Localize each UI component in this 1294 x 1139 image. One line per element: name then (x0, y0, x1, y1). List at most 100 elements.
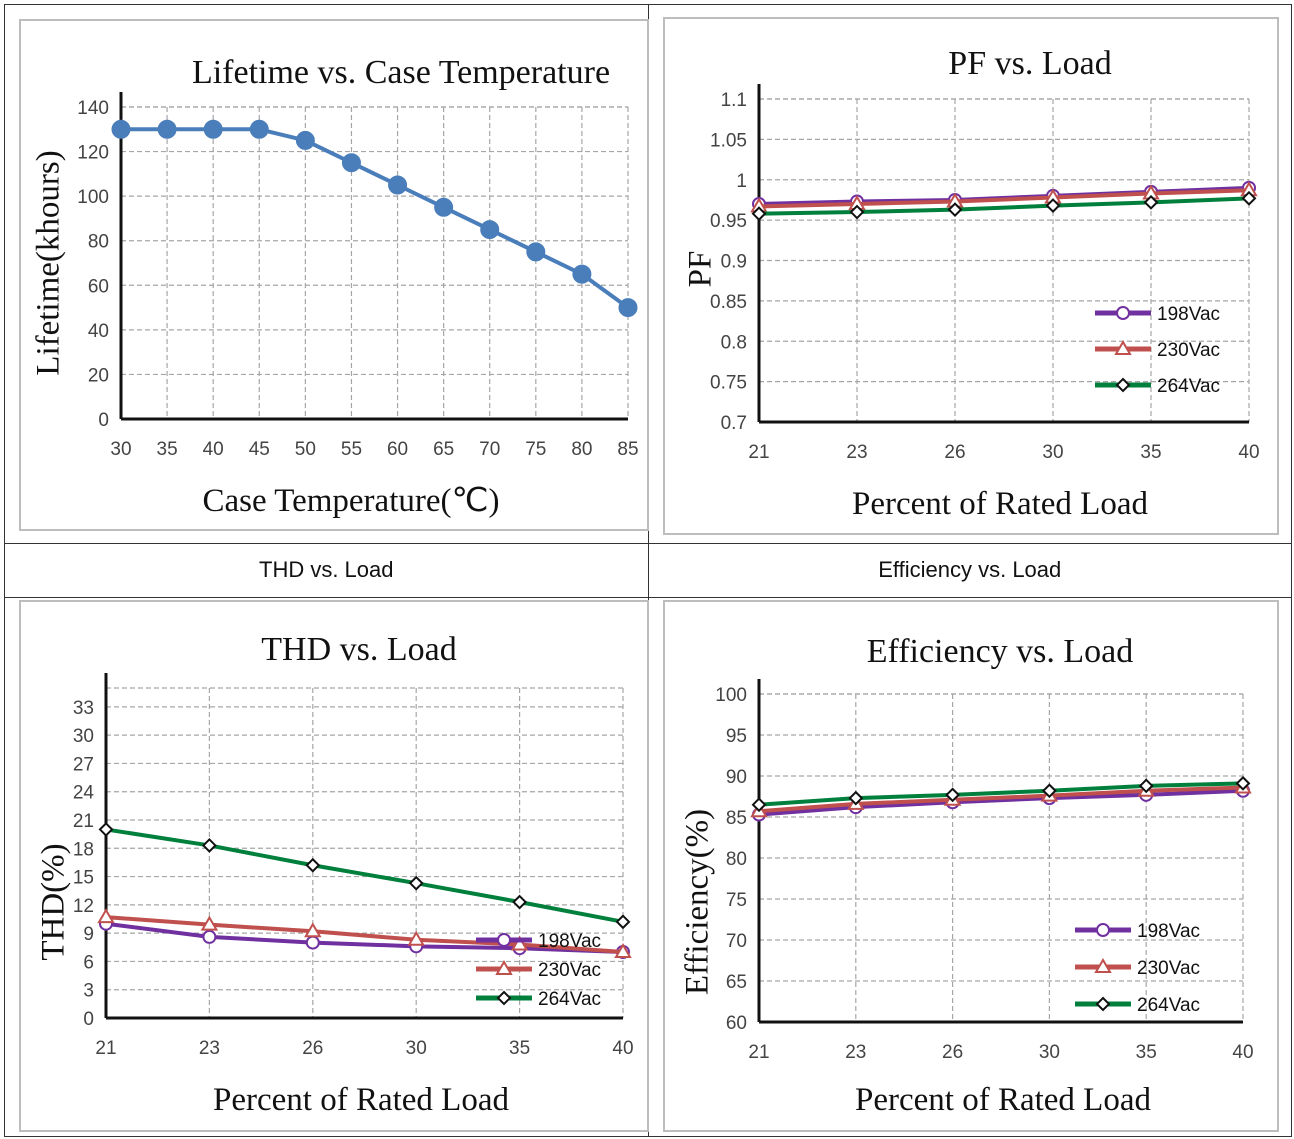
y-tick-label: 0.7 (720, 413, 746, 434)
data-point (1045, 198, 1060, 214)
x-tick-label: 30 (1042, 442, 1063, 463)
x-tick-label: 35 (1140, 442, 1161, 463)
x-tick-label: 50 (295, 439, 316, 460)
x-tick-label: 40 (1232, 1042, 1253, 1063)
legend-label: 230Vac (1157, 340, 1220, 361)
y-tick-label: 1.1 (720, 90, 746, 111)
x-tick-label: 23 (199, 1038, 220, 1059)
series-line (758, 788, 1243, 817)
data-point (510, 935, 529, 951)
x-tick-label: 30 (1038, 1042, 1059, 1063)
data-point (200, 915, 219, 931)
legend-marker (496, 990, 512, 1005)
x-tick-label: 23 (846, 442, 867, 463)
series-line (105, 827, 624, 924)
legend-label: 198Vac (1137, 921, 1200, 942)
caption-thd: THD vs. Load (4, 543, 649, 598)
data-point (512, 894, 528, 910)
data-point (526, 242, 546, 262)
data-point (1143, 194, 1158, 210)
legend-marker (1095, 922, 1110, 937)
x-tick-label: 26 (944, 442, 965, 463)
y-tick-label: 60 (725, 1013, 746, 1034)
legend-marker (1093, 957, 1112, 973)
legend-marker (495, 959, 513, 975)
x-tick-label: 85 (617, 439, 638, 460)
data-point (408, 875, 424, 891)
x-tick-label: 26 (302, 1038, 323, 1059)
y-tick-label: 12 (73, 895, 94, 916)
data-point (618, 298, 638, 318)
data-point (203, 119, 223, 139)
y-tick-label: 27 (73, 754, 94, 775)
legend-label: 230Vac (1137, 958, 1200, 979)
y-tick-label: 0 (98, 410, 109, 431)
series-264Vac (751, 775, 1250, 812)
data-point (751, 206, 766, 222)
data-point (295, 130, 315, 150)
y-tick-label: 40 (88, 321, 109, 342)
legend-label: 264Vac (1137, 995, 1200, 1016)
y-tick-label: 95 (725, 726, 746, 747)
series-line (758, 785, 1243, 813)
data-point (249, 119, 269, 139)
chart-thd-frame: THD vs. Load 0 3 6 9 12 15 18 21 24 27 30 33 21 23 26 30… (19, 599, 649, 1132)
x-tick-label: 75 (525, 439, 546, 460)
data-point (615, 913, 631, 929)
grid (121, 106, 629, 419)
legend-marker (1095, 996, 1110, 1011)
legend-label: 264Vac (538, 989, 601, 1010)
legend: 198Vac 230Vac 264Vac (1074, 921, 1200, 1016)
x-tick-label: 21 (95, 1038, 116, 1059)
series-230Vac (97, 907, 632, 958)
legend-label: 230Vac (538, 960, 601, 981)
data-point (407, 930, 425, 946)
x-axis-title: Percent of Rated Load (852, 486, 1148, 522)
y-axis-title: Efficiency(%) (679, 808, 715, 994)
data-point (480, 220, 500, 240)
data-point (111, 119, 131, 139)
series-line (105, 914, 624, 954)
data-point (614, 942, 632, 958)
legend-marker (1115, 306, 1130, 320)
x-tick-label: 21 (748, 1042, 769, 1063)
data-point (1235, 775, 1250, 791)
chart-eff: Efficiency vs. Load 60 65 70 75 80 85 90 95 100 21… (679, 633, 1253, 1118)
x-tick-label: 65 (433, 439, 454, 460)
y-tick-label: 3 (83, 980, 94, 1001)
data-point (847, 790, 863, 806)
chart-pf: PF vs. Load 0.7 0.75 0.8 0.85 0.9 0.95 1 1.05 1.1… (682, 45, 1259, 522)
grid (106, 686, 624, 1018)
data-point (201, 837, 217, 853)
chart-title: Efficiency vs. Load (866, 633, 1133, 670)
chart-grid-table: Lifetime vs. Case Temperature 0 20 40 60 80 10… (4, 3, 1292, 1138)
y-tick-label: 100 (77, 187, 109, 208)
y-tick-label: 60 (88, 276, 109, 297)
chart-eff-frame: Efficiency vs. Load 60 65 70 75 80 85 90 95 100 21… (662, 599, 1279, 1132)
y-axis-title: Lifetime(khours) (31, 150, 67, 375)
legend-marker (1115, 377, 1130, 393)
data-point (849, 204, 864, 220)
x-tick-label: 30 (110, 439, 131, 460)
y-tick-label: 120 (77, 143, 109, 164)
data-point (947, 202, 962, 218)
series-line (105, 921, 624, 954)
y-axis-title: PF (682, 251, 718, 288)
chart-title: PF vs. Load (948, 45, 1111, 82)
y-tick-label: 140 (77, 98, 109, 119)
legend: 198Vac 230Vac 264Vac (476, 931, 601, 1010)
y-tick-label: 33 (73, 697, 94, 718)
chart-pf-frame: PF vs. Load 0.7 0.75 0.8 0.85 0.9 0.95 1 1.05 1.1… (662, 17, 1279, 535)
series-264Vac (751, 190, 1256, 222)
y-tick-label: 18 (73, 839, 94, 860)
data-point (341, 153, 361, 173)
x-axis-title: Percent of Rated Load (213, 1082, 509, 1118)
chart-lifetime: Lifetime vs. Case Temperature 0 20 40 60 80 10… (31, 54, 639, 519)
y-tick-label: 20 (88, 365, 109, 386)
legend: 198Vac 230Vac 264Vac (1094, 304, 1220, 397)
y-tick-label: 0.9 (720, 252, 746, 273)
series-line (758, 780, 1243, 807)
y-tick-label: 100 (715, 685, 747, 706)
y-tick-label: 0.75 (710, 373, 747, 394)
data-point (434, 197, 454, 217)
